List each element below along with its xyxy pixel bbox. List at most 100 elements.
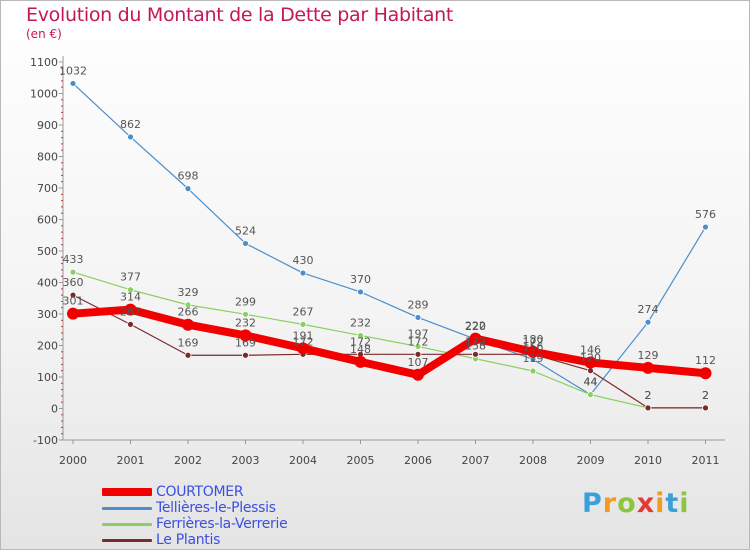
data-point [702,223,709,231]
x-tick-label: 2007 [462,454,490,467]
data-label: 301 [63,295,84,308]
data-label: 377 [120,271,141,284]
legend-label: Tellières-le-Plessis [156,500,276,516]
x-tick-label: 2001 [117,454,145,467]
legend-label: Le Plantis [156,532,221,548]
data-point [357,332,364,339]
data-point [67,307,79,320]
data-label: 370 [350,273,371,286]
data-point [642,361,654,374]
data-label: 148 [350,343,371,356]
y-tick-label: -100 [33,434,58,447]
data-point [127,133,134,141]
y-tick-label: 1000 [30,88,58,101]
data-point [184,185,192,193]
data-point [299,269,307,277]
y-tick-label: 0 [51,403,58,416]
data-point [354,355,367,368]
y-tick-label: 400 [37,277,58,290]
y-tick-label: 700 [37,182,58,195]
data-point [127,320,134,328]
data-label: 197 [408,327,429,340]
series-line-3 [69,305,710,379]
data-point [184,351,192,359]
data-label: 180 [523,333,544,346]
data-label: 430 [293,254,314,267]
data-label: 44 [584,376,598,389]
data-point [69,80,77,87]
data-label: 112 [695,354,716,367]
data-label: 698 [178,170,199,183]
data-point [242,351,249,359]
data-label: 433 [63,253,84,266]
legend: COURTOMER Tellières-le-Plessis Ferrières… [102,484,288,548]
x-tick-label: 2005 [347,454,375,467]
data-label: 314 [120,291,141,304]
data-label: 119 [523,352,544,365]
x-tick-label: 2002 [174,454,202,467]
data-label: 169 [235,336,256,349]
data-point [299,320,307,328]
data-label: 267 [120,305,141,318]
data-point [414,343,422,350]
data-point [529,367,537,375]
data-point [412,368,424,381]
data-label: 289 [408,298,429,311]
data-point [702,404,709,412]
data-point [414,314,422,321]
data-point [584,356,597,369]
data-label: 862 [120,118,141,131]
data-point [414,350,422,358]
data-label: 172 [350,335,371,348]
data-label: 222 [465,320,486,333]
series-line-0 [72,82,707,396]
data-label: 2 [645,389,652,402]
y-tick-label: 200 [37,340,58,353]
data-label: 172 [408,335,429,348]
data-point [469,332,482,345]
data-point [587,367,594,375]
series-line-1 [72,271,707,409]
data-label: 232 [235,316,256,329]
x-tick-label: 2010 [634,454,662,467]
data-label: 329 [178,286,199,299]
data-point [644,318,652,326]
data-label: 267 [293,305,314,318]
data-label: 2 [702,389,709,402]
data-label: 146 [580,344,601,357]
data-label: 274 [638,303,659,316]
y-tick-label: 600 [37,214,58,227]
data-label: 44 [584,376,598,389]
data-point [357,288,364,296]
data-label: 169 [178,336,199,349]
data-label: 191 [293,329,314,342]
data-label: 172 [465,335,486,348]
legend-item-le-plantis: Le Plantis [102,532,287,548]
data-label: 129 [638,349,659,362]
data-label: 232 [350,316,371,329]
y-tick-label: 100 [37,371,58,384]
x-tick-label: 2004 [289,454,317,467]
data-point [699,367,712,380]
x-tick-label: 2008 [519,454,547,467]
data-point [242,240,249,247]
data-label: 360 [63,276,84,289]
data-point [472,350,479,358]
data-point [69,268,77,276]
data-label: 299 [235,295,256,308]
y-tick-label: 300 [37,308,58,321]
x-tick-label: 2011 [692,454,720,467]
proxiti-logo: Proxiti [582,488,690,519]
data-label: 266 [178,306,199,319]
data-label: 120 [580,352,601,365]
data-point [587,391,594,399]
x-tick-label: 2003 [232,454,260,467]
data-label: 2 [702,389,709,402]
legend-swatch-courtomer [102,488,152,496]
y-tick-label: 800 [37,151,58,164]
y-tick-label: 500 [37,245,58,258]
data-label: 524 [235,224,256,237]
data-point [297,342,309,355]
data-label: 172 [523,335,544,348]
